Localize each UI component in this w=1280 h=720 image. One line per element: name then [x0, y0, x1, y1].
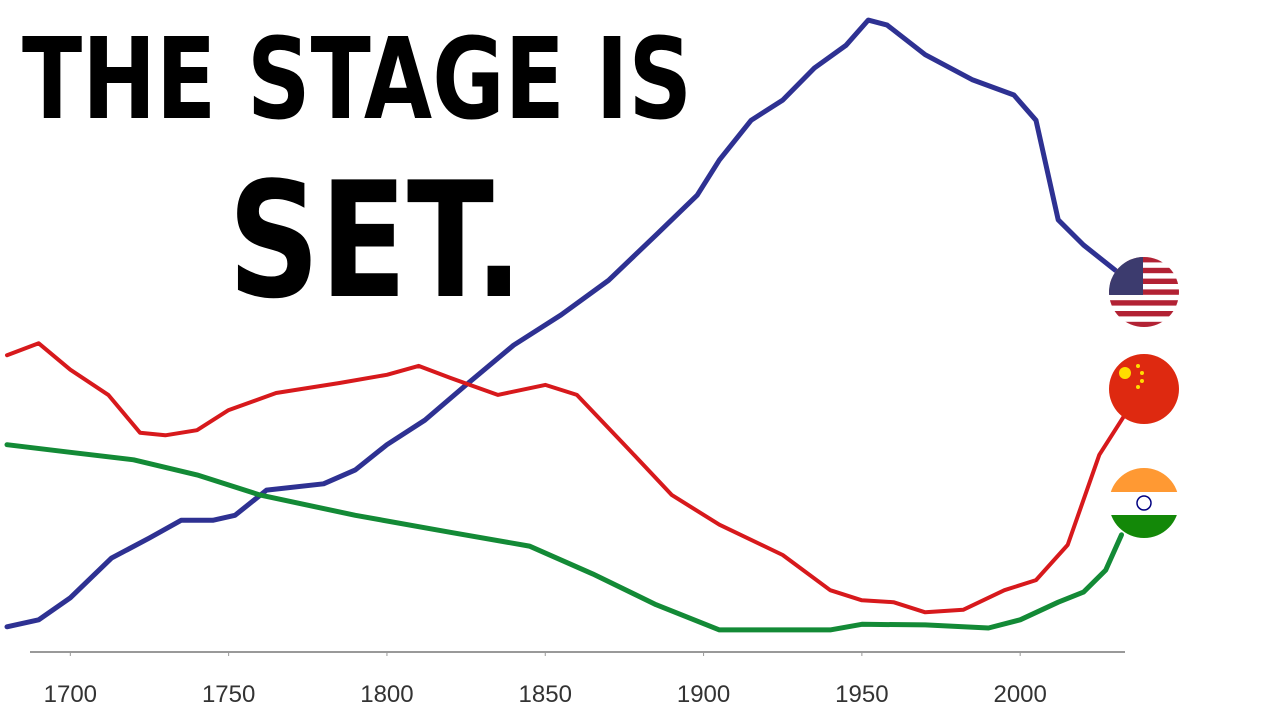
x-tick-label: 1850	[519, 681, 572, 708]
series-line	[4, 442, 1124, 633]
x-tick-label: 1900	[677, 681, 730, 708]
usa-flag	[1109, 257, 1179, 327]
x-tick-label: 1950	[835, 681, 888, 708]
x-tick-label: 2000	[993, 681, 1046, 708]
lines	[4, 17, 1127, 633]
china-flag	[1109, 354, 1179, 424]
series-line	[5, 341, 1127, 615]
x-tick-label: 1750	[202, 681, 255, 708]
india-flag	[1109, 468, 1179, 538]
x-tick-label: 1800	[360, 681, 413, 708]
x-tick-label: 1700	[44, 681, 97, 708]
title-line: THE STAGE IS	[22, 15, 692, 145]
series-line	[4, 17, 1118, 630]
title-line: SET.	[228, 147, 523, 334]
